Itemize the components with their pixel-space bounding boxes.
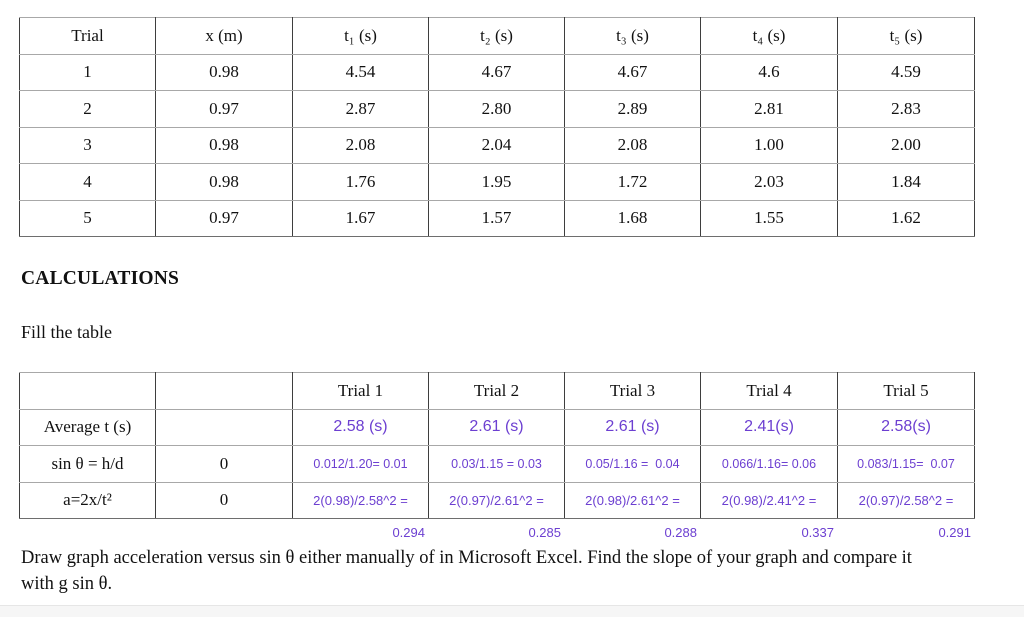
table-cell: 3 — [19, 127, 156, 164]
acceleration-formula: 2(0.98)/2.61^2 = — [564, 482, 701, 519]
sin-theta-value: 0.083/1.15= 0.07 — [837, 445, 975, 483]
average-t-value: 2.61 (s) — [564, 409, 701, 446]
col-header-trial: Trial — [19, 17, 156, 55]
fill-the-table-label: Fill the table — [21, 322, 112, 342]
average-t-value: 2.58(s) — [837, 409, 975, 446]
row-label-sin-theta: sin θ = h/d — [19, 445, 156, 483]
table-row: 2 0.97 2.87 2.80 2.89 2.81 2.83 — [19, 90, 975, 128]
sin-theta-zero: 0 — [155, 445, 293, 483]
col-header-trial3: Trial 3 — [564, 372, 701, 410]
result-value: 0.285 — [528, 525, 561, 540]
table-cell: 1.76 — [292, 163, 429, 201]
row-label-average-t: Average t (s) — [19, 409, 156, 446]
table-cell: 0.98 — [155, 127, 293, 164]
acceleration-formula-row: a=2x/t² 0 2(0.98)/2.58^2 = 2(0.97)/2.61^… — [19, 482, 975, 519]
acceleration-formula: 2(0.97)/2.61^2 = — [428, 482, 565, 519]
result-value: 0.337 — [801, 525, 834, 540]
table-row: 4 0.98 1.76 1.95 1.72 2.03 1.84 — [19, 163, 975, 201]
col-header-trial2: Trial 2 — [428, 372, 565, 410]
table-cell: 4.54 — [292, 54, 429, 91]
col-header-t5: t₅ (s) — [837, 17, 975, 55]
sin-theta-value: 0.012/1.20= 0.01 — [292, 445, 429, 483]
table-cell: 1.57 — [428, 200, 565, 237]
sin-theta-row: sin θ = h/d 0 0.012/1.20= 0.01 0.03/1.15… — [19, 445, 975, 483]
table-header-row: Trial x (m) t₁ (s) t₂ (s) t₃ (s) t₄ (s) … — [19, 17, 975, 55]
instructions-paragraph: Draw graph acceleration versus sin θ eit… — [21, 548, 912, 594]
acceleration-formula: 2(0.98)/2.58^2 = — [292, 482, 429, 519]
empty-cell — [155, 372, 293, 410]
calculations-heading: CALCULATIONS — [21, 268, 180, 289]
table-cell: 0.98 — [155, 54, 293, 91]
calc-header-row: Trial 1 Trial 2 Trial 3 Trial 4 Trial 5 — [19, 372, 975, 410]
table-row: 5 0.97 1.67 1.57 1.68 1.55 1.62 — [19, 200, 975, 237]
average-t-value: 2.58 (s) — [292, 409, 429, 446]
table-cell: 1.55 — [700, 200, 838, 237]
table-cell: 1.62 — [837, 200, 975, 237]
table-cell: 2.08 — [564, 127, 701, 164]
empty-cell — [155, 409, 293, 446]
table-cell: 2.08 — [292, 127, 429, 164]
sin-theta-value: 0.03/1.15 = 0.03 — [428, 445, 565, 483]
page-bottom-edge — [0, 605, 1024, 617]
table-cell: 1.95 — [428, 163, 565, 201]
table-cell: 2.83 — [837, 90, 975, 128]
col-header-trial1: Trial 1 — [292, 372, 429, 410]
result-value: 0.291 — [938, 525, 971, 540]
table-cell: 1.00 — [700, 127, 838, 164]
acceleration-results-row: 0.294 0.285 0.288 0.337 0.291 — [292, 525, 974, 540]
table-cell: 1.84 — [837, 163, 975, 201]
col-header-t3: t₃ (s) — [564, 17, 701, 55]
table-cell: 4.67 — [564, 54, 701, 91]
col-header-x: x (m) — [155, 17, 293, 55]
table-cell: 1.67 — [292, 200, 429, 237]
table-cell: 0.97 — [155, 90, 293, 128]
table-cell: 2.81 — [700, 90, 838, 128]
average-t-value: 2.41(s) — [700, 409, 838, 446]
table-cell: 0.98 — [155, 163, 293, 201]
col-header-t1: t₁ (s) — [292, 17, 429, 55]
table-cell: 1 — [19, 54, 156, 91]
table-cell: 5 — [19, 200, 156, 237]
sin-theta-value: 0.05/1.16 = 0.04 — [564, 445, 701, 483]
average-t-row: Average t (s) 2.58 (s) 2.61 (s) 2.61 (s)… — [19, 409, 975, 446]
acceleration-formula: 2(0.97)/2.58^2 = — [837, 482, 975, 519]
table-cell: 2.03 — [700, 163, 838, 201]
table-cell: 2.04 — [428, 127, 565, 164]
col-header-t2: t₂ (s) — [428, 17, 565, 55]
table-cell: 4.59 — [837, 54, 975, 91]
calc-table: Trial 1 Trial 2 Trial 3 Trial 4 Trial 5 … — [19, 372, 975, 519]
col-header-trial4: Trial 4 — [700, 372, 838, 410]
table-cell: 1.72 — [564, 163, 701, 201]
table-cell: 0.97 — [155, 200, 293, 237]
row-label-acceleration: a=2x/t² — [19, 482, 156, 519]
table-cell: 2.80 — [428, 90, 565, 128]
raw-data-table: Trial x (m) t₁ (s) t₂ (s) t₃ (s) t₄ (s) … — [19, 17, 975, 237]
acceleration-formula: 2(0.98)/2.41^2 = — [700, 482, 838, 519]
table-cell: 1.68 — [564, 200, 701, 237]
acceleration-zero: 0 — [155, 482, 293, 519]
col-header-t4: t₄ (s) — [700, 17, 838, 55]
table-cell: 4.6 — [700, 54, 838, 91]
sin-theta-value: 0.066/1.16= 0.06 — [700, 445, 838, 483]
table-row: 1 0.98 4.54 4.67 4.67 4.6 4.59 — [19, 54, 975, 91]
empty-cell — [19, 372, 156, 410]
result-value: 0.294 — [392, 525, 425, 540]
average-t-value: 2.61 (s) — [428, 409, 565, 446]
table-cell: 2.89 — [564, 90, 701, 128]
table-cell: 4.67 — [428, 54, 565, 91]
table-cell: 2.00 — [837, 127, 975, 164]
result-value: 0.288 — [664, 525, 697, 540]
table-cell: 4 — [19, 163, 156, 201]
table-row: 3 0.98 2.08 2.04 2.08 1.00 2.00 — [19, 127, 975, 164]
table-cell: 2.87 — [292, 90, 429, 128]
table-cell: 2 — [19, 90, 156, 128]
col-header-trial5: Trial 5 — [837, 372, 975, 410]
